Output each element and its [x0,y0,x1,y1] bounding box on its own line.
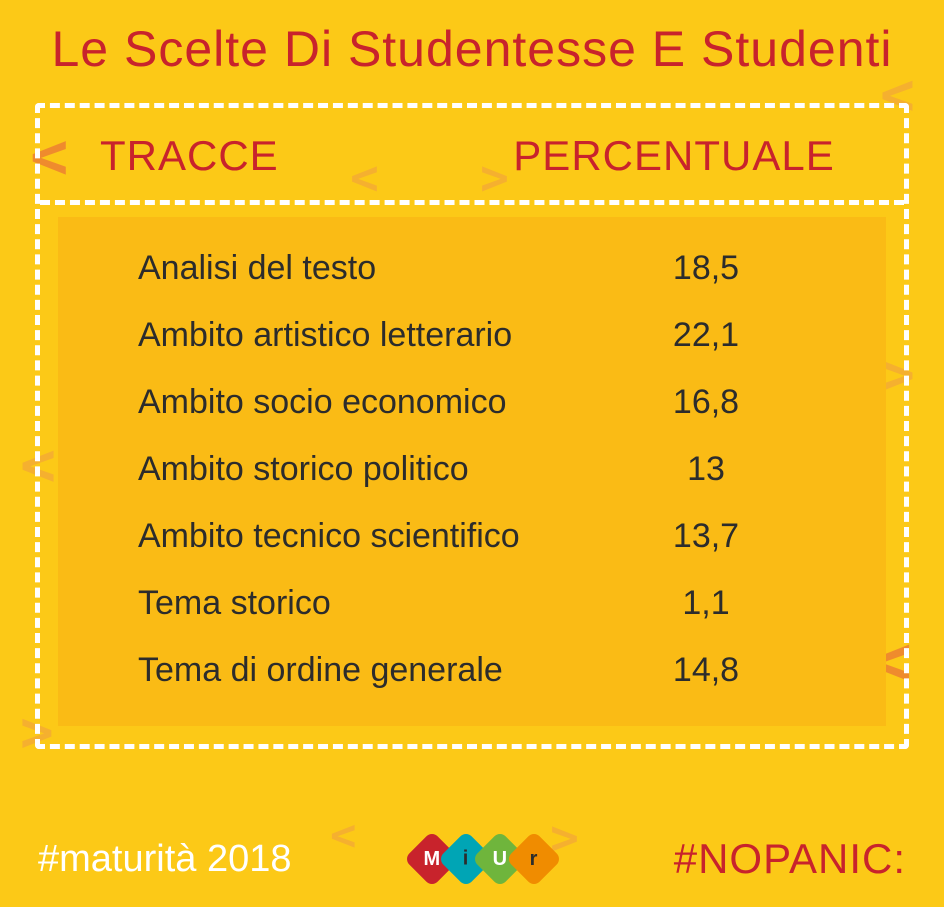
header-percentuale: PERCENTUALE [504,132,844,180]
table-row: Ambito socio economico16,8 [98,369,846,436]
row-value: 13,7 [566,517,846,556]
row-label: Ambito tecnico scientifico [98,517,566,556]
table-row: Analisi del testo18,5 [98,235,846,302]
row-value: 22,1 [566,316,846,355]
row-value: 16,8 [566,383,846,422]
header-tracce: TRACCE [100,132,504,180]
footer: #maturità 2018 MiUr #NOPANIC: [0,835,944,883]
row-label: Ambito socio economico [98,383,566,422]
hashtag-nopanic: #NOPANIC: [674,835,906,883]
row-label: Ambito artistico letterario [98,316,566,355]
row-label: Tema storico [98,584,566,623]
row-label: Analisi del testo [98,249,566,288]
table-row: Ambito artistico letterario22,1 [98,302,846,369]
table-body: Analisi del testo18,5Ambito artistico le… [58,217,886,726]
row-label: Ambito storico politico [98,450,566,489]
row-value: 13 [566,450,846,489]
table-row: Tema storico1,1 [98,570,846,637]
table-row: Tema di ordine generale14,8 [98,637,846,704]
row-value: 18,5 [566,249,846,288]
data-box: TRACCE PERCENTUALE Analisi del testo18,5… [35,103,909,749]
row-label: Tema di ordine generale [98,651,566,690]
table-row: Ambito tecnico scientifico13,7 [98,503,846,570]
miur-logo: MiUr [415,839,551,879]
row-value: 1,1 [566,584,846,623]
logo-piece: r [505,831,562,888]
table-row: Ambito storico politico13 [98,436,846,503]
table-header: TRACCE PERCENTUALE [40,108,904,205]
row-value: 14,8 [566,651,846,690]
page-title: Le Scelte Di Studentesse E Studenti [0,0,944,78]
hashtag-maturita: #maturità 2018 [38,838,292,881]
